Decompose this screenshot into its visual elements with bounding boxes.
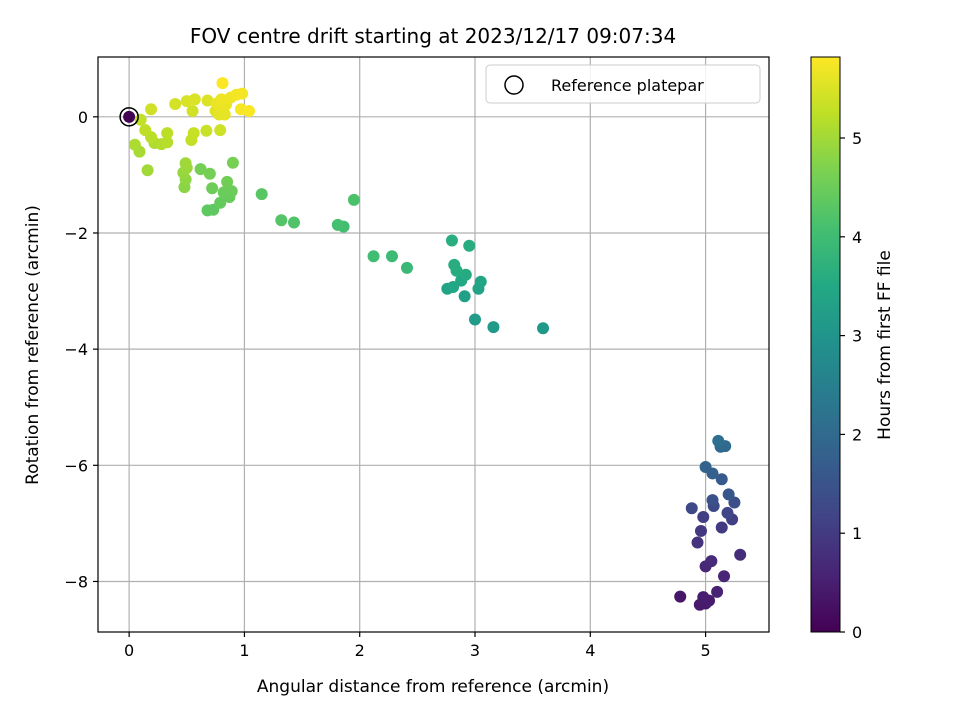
legend-box: [485, 64, 761, 104]
x-tick-label: 4: [585, 641, 595, 660]
data-point: [275, 214, 288, 227]
data-point: [201, 94, 214, 107]
data-point: [697, 591, 710, 604]
data-point: [194, 163, 207, 176]
data-point: [187, 127, 200, 140]
data-point: [179, 157, 192, 170]
data-point: [200, 124, 213, 137]
y-tick-label: −2: [64, 224, 88, 243]
data-point: [139, 124, 152, 137]
data-point: [459, 268, 472, 281]
data-point: [169, 98, 182, 111]
data-point: [711, 585, 724, 598]
colorbar-tick-label: 4: [852, 228, 862, 247]
legend: Reference platepar: [485, 64, 761, 104]
data-point: [287, 216, 300, 229]
data-point: [715, 521, 728, 534]
data-point: [214, 124, 227, 137]
data-point: [463, 239, 476, 252]
reference-platepar-marker: [119, 107, 139, 127]
chart-title: FOV centre drift starting at 2023/12/17 …: [190, 24, 676, 48]
data-point: [206, 182, 219, 195]
data-point: [236, 87, 249, 100]
data-point: [721, 506, 734, 519]
data-point: [447, 281, 460, 293]
x-tick-label: 5: [700, 641, 710, 660]
y-axis-label: Rotation from reference (arcmin): [23, 205, 43, 485]
x-tick-label: 0: [124, 641, 134, 660]
data-point: [385, 250, 398, 263]
data-point: [734, 548, 747, 561]
y-axis-ticks: 0 −2 −4 −6 −8: [64, 108, 98, 591]
data-point: [685, 502, 698, 515]
x-axis-ticks: 0 1 2 3 4 5: [124, 632, 711, 660]
data-point: [186, 105, 199, 118]
y-tick-label: −6: [64, 456, 88, 475]
data-point: [448, 258, 461, 271]
data-point: [722, 488, 735, 501]
colorbar-tick-label: 5: [852, 129, 862, 148]
data-point: [674, 590, 687, 603]
colorbar-tick-label: 0: [852, 623, 862, 642]
data-point: [215, 93, 228, 106]
data-point: [347, 193, 360, 206]
colorbar-ticks: 0 1 2 3 4 5: [840, 129, 862, 642]
legend-entry-reference: Reference platepar: [551, 76, 704, 95]
data-point: [141, 164, 154, 177]
data-points: [119, 77, 747, 611]
plot-frame: [97, 56, 770, 633]
data-point: [699, 461, 712, 474]
data-point: [691, 536, 704, 549]
data-point: [712, 434, 725, 447]
x-tick-label: 3: [470, 641, 480, 660]
data-point: [706, 494, 719, 507]
data-point: [445, 234, 458, 247]
colorbar-label: Hours from first FF file: [875, 250, 895, 440]
data-point: [221, 175, 234, 188]
colorbar-gradient: [810, 56, 841, 633]
x-tick-label: 1: [239, 641, 249, 660]
y-tick-label: −4: [64, 340, 88, 359]
data-point: [203, 167, 216, 180]
data-point: [400, 261, 413, 274]
data-point: [161, 136, 174, 149]
grid-lines: [98, 57, 769, 632]
colorbar-tick-label: 2: [852, 425, 862, 444]
data-point: [123, 110, 136, 123]
data-point: [718, 570, 731, 583]
data-point: [474, 275, 487, 288]
data-point: [255, 188, 268, 201]
data-point: [216, 77, 229, 90]
data-point: [225, 185, 238, 198]
data-point: [128, 138, 141, 151]
data-point: [487, 321, 500, 334]
data-point: [331, 218, 344, 231]
data-point: [705, 555, 718, 568]
data-point: [214, 196, 227, 209]
x-axis-label: Angular distance from reference (arcmin): [257, 677, 609, 697]
data-point: [188, 93, 201, 106]
data-point: [145, 103, 158, 116]
data-point: [243, 105, 256, 118]
data-point: [694, 524, 707, 537]
x-tick-label: 2: [355, 641, 365, 660]
colorbar-tick-label: 1: [852, 524, 862, 543]
data-point: [367, 250, 380, 263]
y-tick-label: −8: [64, 572, 88, 591]
y-tick-label: 0: [78, 108, 88, 127]
data-point: [226, 156, 239, 169]
colorbar: 0 1 2 3 4 5 Hours from first FF file: [810, 56, 895, 642]
data-point: [697, 511, 710, 523]
data-point: [469, 313, 482, 326]
colorbar-tick-label: 3: [852, 327, 862, 346]
data-point: [458, 290, 471, 303]
data-point: [161, 127, 174, 140]
data-point: [134, 113, 147, 126]
legend-marker: [504, 75, 524, 95]
data-point: [537, 322, 550, 335]
data-point: [715, 473, 728, 486]
